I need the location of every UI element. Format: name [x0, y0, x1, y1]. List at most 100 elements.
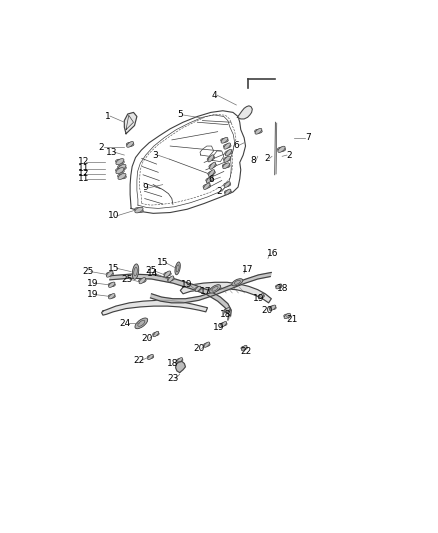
- Ellipse shape: [269, 305, 276, 310]
- Text: 1: 1: [105, 111, 110, 120]
- Ellipse shape: [224, 308, 230, 313]
- Ellipse shape: [127, 142, 134, 147]
- Ellipse shape: [224, 143, 230, 149]
- Ellipse shape: [164, 271, 171, 277]
- Ellipse shape: [209, 285, 221, 293]
- Ellipse shape: [116, 167, 124, 174]
- Ellipse shape: [138, 279, 146, 282]
- Text: 11: 11: [78, 174, 89, 183]
- Ellipse shape: [208, 171, 215, 175]
- Ellipse shape: [224, 309, 230, 312]
- Ellipse shape: [254, 130, 262, 133]
- Ellipse shape: [278, 146, 285, 152]
- Text: 6: 6: [233, 141, 239, 150]
- Text: 2: 2: [287, 150, 293, 159]
- Text: 23: 23: [167, 374, 179, 383]
- Text: 19: 19: [181, 280, 192, 289]
- Ellipse shape: [168, 276, 174, 282]
- Polygon shape: [237, 106, 252, 119]
- Ellipse shape: [258, 294, 264, 299]
- Ellipse shape: [224, 190, 231, 194]
- Text: 19: 19: [87, 279, 99, 288]
- Ellipse shape: [167, 277, 174, 281]
- Text: 16: 16: [267, 249, 279, 258]
- Ellipse shape: [118, 165, 126, 169]
- Text: 6: 6: [208, 175, 214, 184]
- Text: 5: 5: [177, 110, 183, 119]
- Text: 3: 3: [152, 150, 158, 159]
- Text: 14: 14: [147, 269, 158, 278]
- Ellipse shape: [225, 150, 232, 155]
- Text: 25: 25: [146, 266, 157, 276]
- Ellipse shape: [204, 342, 210, 348]
- Text: 13: 13: [106, 148, 117, 157]
- Text: 18: 18: [167, 359, 179, 368]
- Ellipse shape: [147, 355, 154, 359]
- Ellipse shape: [208, 155, 214, 162]
- Text: 7: 7: [305, 133, 311, 142]
- Text: 17: 17: [200, 287, 212, 296]
- Ellipse shape: [206, 177, 213, 182]
- Ellipse shape: [276, 284, 282, 289]
- Ellipse shape: [116, 168, 124, 173]
- Ellipse shape: [175, 262, 180, 274]
- Ellipse shape: [221, 138, 228, 142]
- Text: 24: 24: [120, 319, 131, 328]
- Ellipse shape: [223, 163, 230, 168]
- Ellipse shape: [208, 169, 215, 176]
- Polygon shape: [110, 274, 231, 320]
- Ellipse shape: [226, 149, 232, 156]
- Ellipse shape: [126, 142, 134, 147]
- Ellipse shape: [118, 173, 126, 180]
- Text: 19: 19: [87, 290, 99, 299]
- Text: 19: 19: [212, 323, 224, 332]
- Ellipse shape: [241, 346, 247, 350]
- Ellipse shape: [284, 314, 291, 318]
- Ellipse shape: [221, 138, 228, 143]
- Ellipse shape: [134, 208, 143, 213]
- Polygon shape: [124, 112, 137, 134]
- Text: 17: 17: [242, 265, 253, 273]
- Text: 21: 21: [286, 314, 297, 324]
- Ellipse shape: [148, 354, 153, 360]
- Ellipse shape: [164, 272, 171, 276]
- Ellipse shape: [258, 295, 265, 298]
- Ellipse shape: [109, 294, 115, 299]
- Ellipse shape: [224, 182, 230, 188]
- Ellipse shape: [177, 359, 183, 362]
- Ellipse shape: [255, 128, 262, 134]
- Ellipse shape: [284, 313, 290, 319]
- Text: 9: 9: [143, 183, 148, 192]
- Text: 12: 12: [78, 169, 89, 178]
- Polygon shape: [176, 361, 185, 373]
- Ellipse shape: [203, 184, 211, 188]
- Ellipse shape: [116, 159, 124, 165]
- Text: 19: 19: [253, 294, 265, 303]
- Ellipse shape: [135, 318, 148, 329]
- Ellipse shape: [207, 156, 215, 160]
- Text: 25: 25: [121, 274, 132, 284]
- Text: 15: 15: [108, 264, 120, 273]
- Ellipse shape: [204, 183, 210, 189]
- Polygon shape: [102, 301, 208, 315]
- Ellipse shape: [225, 189, 231, 195]
- Text: 22: 22: [240, 347, 251, 356]
- Ellipse shape: [116, 159, 124, 164]
- Ellipse shape: [109, 282, 115, 287]
- Ellipse shape: [108, 283, 115, 287]
- Polygon shape: [151, 272, 271, 303]
- Text: 20: 20: [193, 344, 205, 353]
- Ellipse shape: [132, 264, 139, 279]
- Text: 2: 2: [264, 154, 270, 163]
- Text: 18: 18: [277, 284, 289, 293]
- Ellipse shape: [204, 343, 210, 346]
- Ellipse shape: [106, 271, 113, 277]
- Ellipse shape: [221, 321, 226, 327]
- Ellipse shape: [195, 286, 201, 292]
- Ellipse shape: [118, 174, 126, 179]
- Ellipse shape: [177, 358, 183, 363]
- Text: 25: 25: [82, 267, 94, 276]
- Ellipse shape: [206, 176, 212, 183]
- Ellipse shape: [118, 164, 126, 171]
- Ellipse shape: [106, 272, 113, 276]
